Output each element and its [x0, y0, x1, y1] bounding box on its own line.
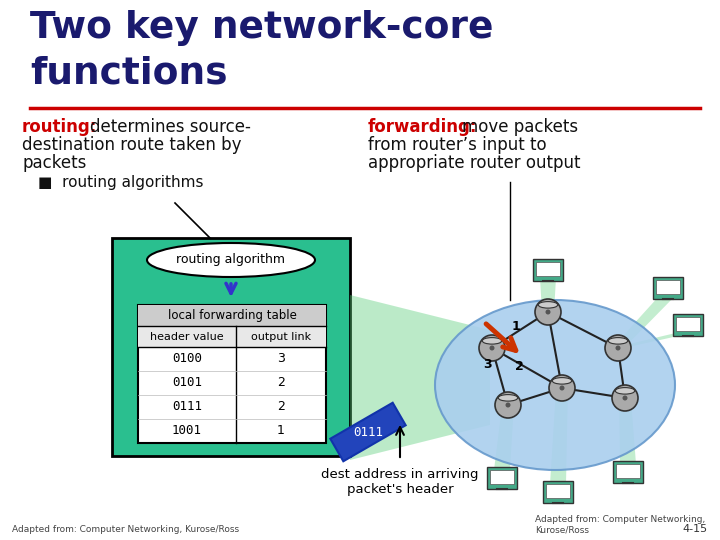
Ellipse shape — [539, 302, 558, 308]
Text: 2: 2 — [277, 401, 285, 414]
Text: 2: 2 — [515, 360, 523, 373]
Text: 0111: 0111 — [353, 426, 383, 438]
FancyBboxPatch shape — [112, 238, 350, 456]
Text: output link: output link — [251, 332, 311, 341]
Circle shape — [546, 309, 551, 314]
FancyBboxPatch shape — [536, 262, 560, 276]
Circle shape — [549, 375, 575, 401]
Text: 0111: 0111 — [172, 401, 202, 414]
Circle shape — [612, 385, 638, 411]
Ellipse shape — [498, 395, 518, 401]
FancyBboxPatch shape — [487, 467, 517, 489]
FancyBboxPatch shape — [533, 259, 563, 281]
FancyBboxPatch shape — [330, 403, 405, 461]
Circle shape — [616, 346, 621, 350]
FancyBboxPatch shape — [616, 464, 640, 478]
Ellipse shape — [616, 388, 635, 394]
Polygon shape — [494, 405, 514, 470]
Text: header value: header value — [150, 332, 224, 341]
Ellipse shape — [552, 377, 572, 384]
Text: functions: functions — [30, 55, 228, 91]
FancyBboxPatch shape — [676, 317, 700, 331]
Text: 1: 1 — [512, 320, 521, 333]
FancyBboxPatch shape — [490, 470, 514, 484]
FancyBboxPatch shape — [138, 305, 326, 443]
Text: Adapted from: Computer Networking, Kurose/Ross: Adapted from: Computer Networking, Kuros… — [12, 525, 239, 534]
Text: 3: 3 — [483, 358, 492, 371]
Ellipse shape — [147, 243, 315, 277]
FancyBboxPatch shape — [656, 280, 680, 294]
Circle shape — [495, 392, 521, 418]
FancyBboxPatch shape — [138, 305, 326, 326]
FancyBboxPatch shape — [138, 326, 326, 347]
Polygon shape — [540, 278, 556, 312]
Text: packets: packets — [22, 154, 86, 172]
Circle shape — [623, 395, 628, 401]
FancyBboxPatch shape — [613, 461, 643, 483]
Ellipse shape — [608, 338, 628, 344]
Circle shape — [505, 402, 510, 408]
Text: 1001: 1001 — [172, 424, 202, 437]
FancyBboxPatch shape — [673, 314, 703, 336]
Text: 1: 1 — [277, 424, 285, 437]
Text: determines source-: determines source- — [90, 118, 251, 136]
Text: 3: 3 — [277, 353, 285, 366]
Text: forwarding:: forwarding: — [368, 118, 477, 136]
Circle shape — [490, 346, 495, 350]
Text: appropriate router output: appropriate router output — [368, 154, 580, 172]
Text: 2: 2 — [277, 376, 285, 389]
Text: routing:: routing: — [22, 118, 97, 136]
Text: Adapted from: Computer Networking,
Kurose/Ross: Adapted from: Computer Networking, Kuros… — [535, 515, 706, 535]
Text: move packets: move packets — [462, 118, 578, 136]
Text: Two key network-core: Two key network-core — [30, 10, 493, 46]
Polygon shape — [550, 388, 568, 484]
Circle shape — [559, 386, 564, 390]
Polygon shape — [612, 332, 696, 348]
Circle shape — [479, 335, 505, 361]
Text: destination route taken by: destination route taken by — [22, 136, 241, 154]
Circle shape — [535, 299, 561, 325]
Text: routing algorithm: routing algorithm — [176, 253, 286, 267]
FancyBboxPatch shape — [653, 277, 683, 299]
FancyBboxPatch shape — [546, 484, 570, 498]
Text: dest address in arriving
packet's header: dest address in arriving packet's header — [321, 468, 479, 496]
Text: 0100: 0100 — [172, 353, 202, 366]
Polygon shape — [350, 295, 490, 460]
Polygon shape — [619, 398, 636, 464]
Text: ■  routing algorithms: ■ routing algorithms — [38, 175, 204, 190]
Ellipse shape — [482, 338, 502, 344]
Polygon shape — [612, 295, 676, 348]
Circle shape — [605, 335, 631, 361]
Text: 4-15: 4-15 — [683, 524, 708, 534]
FancyBboxPatch shape — [543, 481, 573, 503]
Text: 0101: 0101 — [172, 376, 202, 389]
Text: local forwarding table: local forwarding table — [168, 309, 297, 322]
Text: from router’s input to: from router’s input to — [368, 136, 546, 154]
Ellipse shape — [435, 300, 675, 470]
